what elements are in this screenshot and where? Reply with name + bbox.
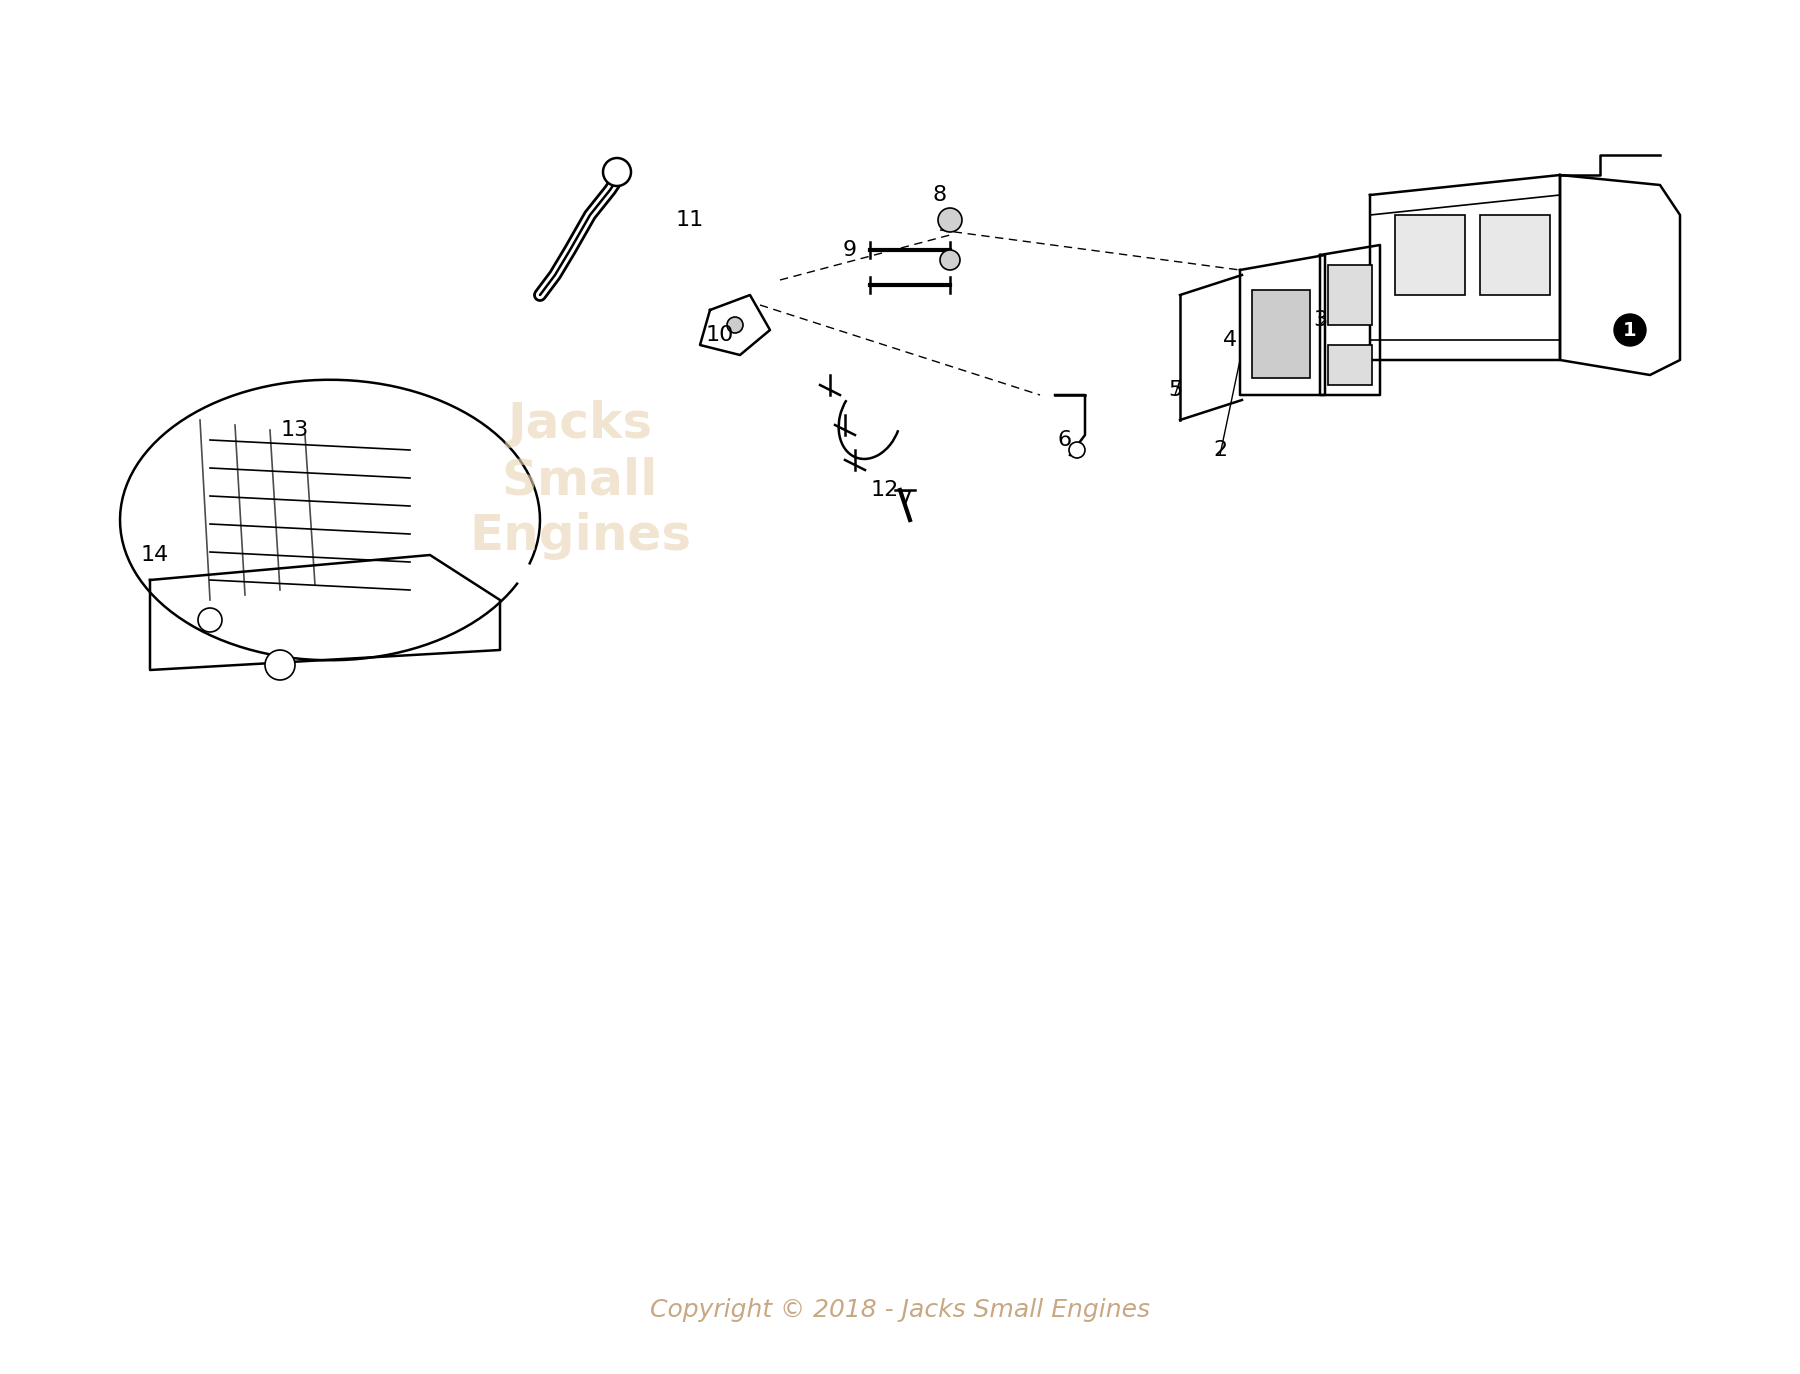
Text: 7: 7 <box>898 491 913 510</box>
FancyBboxPatch shape <box>1253 290 1310 378</box>
Text: 3: 3 <box>1312 311 1327 330</box>
Text: Copyright © 2018 - Jacks Small Engines: Copyright © 2018 - Jacks Small Engines <box>650 1298 1150 1322</box>
Circle shape <box>1069 442 1085 458</box>
Text: 9: 9 <box>842 240 857 260</box>
Circle shape <box>727 317 743 333</box>
Polygon shape <box>700 295 770 354</box>
Circle shape <box>198 609 221 632</box>
Circle shape <box>265 650 295 680</box>
FancyBboxPatch shape <box>1328 345 1372 385</box>
FancyBboxPatch shape <box>1395 214 1465 295</box>
Polygon shape <box>121 379 540 661</box>
Text: 11: 11 <box>675 210 704 229</box>
Circle shape <box>603 158 632 185</box>
Text: 12: 12 <box>871 480 900 500</box>
Circle shape <box>938 207 961 232</box>
Text: 2: 2 <box>1213 440 1228 460</box>
Text: 13: 13 <box>281 420 310 440</box>
Circle shape <box>1615 315 1645 346</box>
Text: 1: 1 <box>1624 320 1636 339</box>
Polygon shape <box>1370 174 1561 360</box>
Text: 10: 10 <box>706 326 734 345</box>
FancyBboxPatch shape <box>1328 265 1372 326</box>
Circle shape <box>940 250 959 271</box>
Polygon shape <box>1319 245 1381 394</box>
Text: 14: 14 <box>140 545 169 565</box>
Text: 8: 8 <box>932 185 947 205</box>
Text: 5: 5 <box>1168 381 1183 400</box>
Polygon shape <box>1240 256 1325 394</box>
Text: 6: 6 <box>1058 430 1073 451</box>
FancyBboxPatch shape <box>1480 214 1550 295</box>
Text: Jacks
Small
Engines: Jacks Small Engines <box>470 400 691 559</box>
Text: 4: 4 <box>1222 330 1237 350</box>
Polygon shape <box>1561 174 1679 375</box>
Polygon shape <box>149 555 500 671</box>
